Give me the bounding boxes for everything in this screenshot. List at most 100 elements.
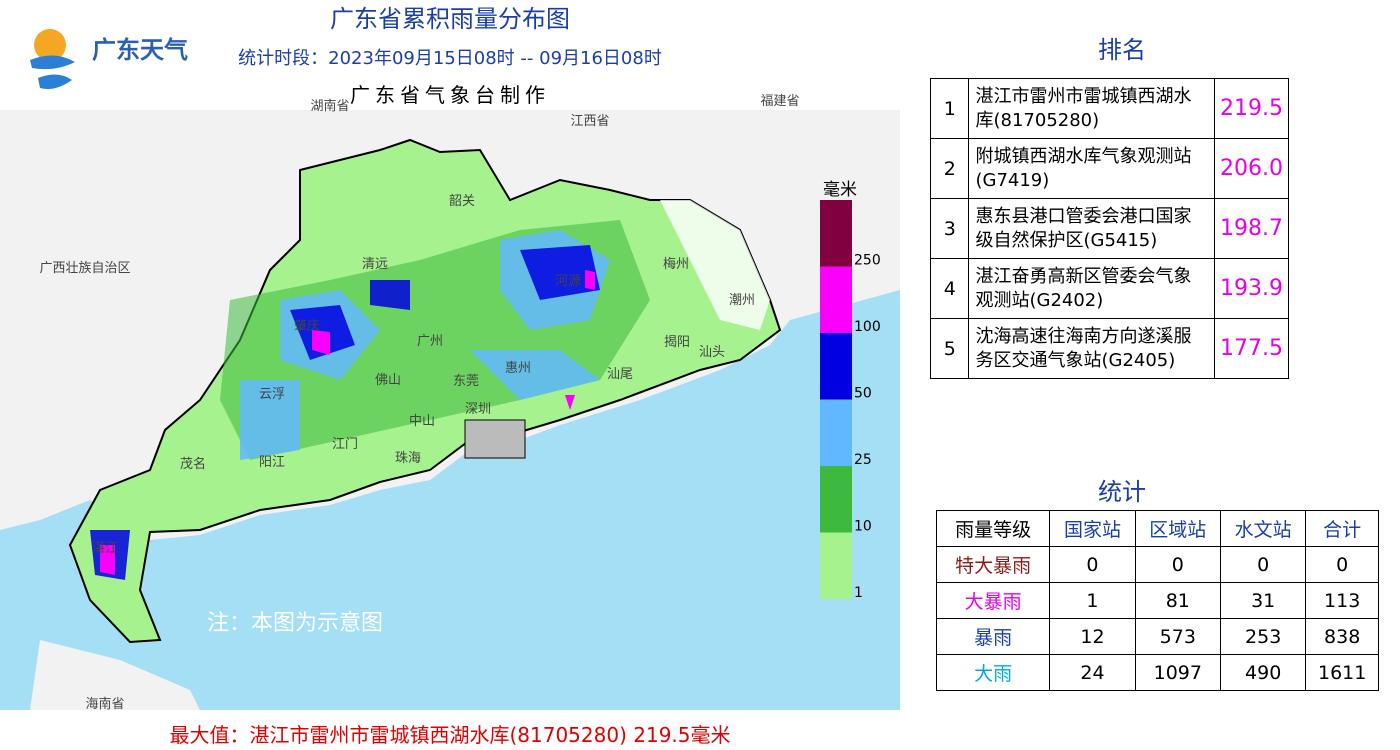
- region-label: 潮州: [729, 293, 755, 308]
- region-label: 海南省: [85, 696, 124, 712]
- footer: 最大值：湛江市雷州市雷城镇西湖水库(81705280) 219.5毫米: [169, 723, 730, 747]
- rank: 1: [929, 78, 970, 139]
- hong-kong: [464, 419, 526, 459]
- count: 0: [1219, 546, 1307, 583]
- legend-label: 25: [854, 452, 872, 468]
- count: 1611: [1305, 654, 1379, 691]
- count: 490: [1219, 654, 1307, 691]
- count: 113: [1305, 582, 1379, 619]
- region-label: 江西省: [570, 114, 609, 129]
- region-label: 广西壮族自治区: [39, 260, 130, 276]
- legend-label: 250: [854, 253, 881, 269]
- legend-swatch: [820, 266, 852, 333]
- region-label: 湛江: [92, 541, 118, 556]
- region-label: 湖南省: [310, 98, 349, 114]
- rank: 5: [929, 318, 970, 379]
- count: 0: [1305, 546, 1379, 583]
- stats-row: 大雨 24 1097 490 1611: [935, 654, 1379, 691]
- title: 广东省累积雨量分布图: [330, 5, 570, 33]
- count: 573: [1134, 618, 1221, 655]
- stats-header: 合计: [1305, 510, 1379, 547]
- count: 81: [1134, 582, 1221, 619]
- stats-table: 雨量等级 国家站 区域站 水文站 合计 特大暴雨 0 0 0 0 大暴雨 1 81 31 113 暴雨 12 57…: [935, 510, 1379, 691]
- rank: 3: [929, 198, 970, 259]
- rain-level: 特大暴雨: [935, 546, 1051, 583]
- rain-level: 暴雨: [935, 618, 1051, 655]
- logo-sun: [34, 29, 66, 61]
- legend-swatch: [820, 200, 852, 267]
- stats-header: 区域站: [1134, 510, 1221, 547]
- region-label: 韶关: [449, 193, 475, 209]
- period: 统计时段：2023年09月15日08时 -- 09月16日08时: [238, 48, 662, 69]
- rain-25: [240, 230, 610, 460]
- logo-wave: [30, 55, 75, 89]
- logo-text: 广东天气: [92, 36, 188, 64]
- value: 206.0: [1213, 138, 1290, 199]
- value: 219.5: [1213, 78, 1290, 139]
- region-label: 佛山: [375, 373, 401, 388]
- region-label: 清远: [362, 257, 388, 272]
- stats-header: 水文站: [1219, 510, 1307, 547]
- ranking-row: 4 湛江奋勇高新区管委会气象观测站(G2402) 193.9: [929, 258, 1290, 319]
- stats-header: 雨量等级: [935, 510, 1051, 547]
- count: 24: [1049, 654, 1136, 691]
- region-label: 江门: [332, 437, 358, 452]
- region-label: 珠海: [395, 451, 421, 466]
- region-label: 深圳: [465, 402, 491, 417]
- region-label: 肇庆: [294, 319, 320, 334]
- legend-unit: 毫米: [823, 180, 857, 200]
- stats-header: 国家站: [1049, 510, 1136, 547]
- producer: 广东省气象台制作: [350, 83, 550, 107]
- legend-swatch: [820, 466, 852, 533]
- region-label: 惠州: [505, 361, 531, 376]
- count: 253: [1219, 618, 1307, 655]
- rain-50: [90, 245, 600, 580]
- stats-row: 暴雨 12 573 253 838: [935, 618, 1379, 655]
- map-note: 注：本图为示意图: [207, 611, 383, 636]
- count: 0: [1049, 546, 1136, 583]
- region-label: 福建省: [760, 94, 799, 109]
- region-label: 梅州: [663, 257, 689, 272]
- region-label: 广州: [417, 334, 443, 349]
- region-label: 汕尾: [607, 367, 633, 382]
- ranking-row: 2 附城镇西湖水库气象观测站(G7419) 206.0: [929, 138, 1290, 199]
- value: 177.5: [1213, 318, 1290, 379]
- region-label: 中山: [409, 414, 435, 429]
- station: 附城镇西湖水库气象观测站(G7419): [968, 138, 1215, 199]
- legend-label: 100: [854, 319, 881, 335]
- count: 1097: [1134, 654, 1221, 691]
- region-label: 茂名: [180, 456, 206, 472]
- count: 12: [1049, 618, 1136, 655]
- region-label: 云浮: [259, 387, 285, 402]
- station: 沈海高速往海南方向遂溪服务区交通气象站(G2405): [968, 318, 1215, 379]
- ranking-row: 3 惠东县港口管委会港口国家级自然保护区(G5415) 198.7: [929, 198, 1290, 259]
- dry-area: [660, 200, 770, 330]
- region-label: 揭阳: [664, 335, 690, 350]
- ranking-row: 1 湛江市雷州市雷城镇西湖水库(81705280) 219.5: [929, 78, 1290, 139]
- station: 惠东县港口管委会港口国家级自然保护区(G5415): [968, 198, 1215, 259]
- ranking-title: 排名: [1098, 36, 1146, 64]
- region-label: 汕头: [699, 345, 725, 360]
- stats-row: 大暴雨 1 81 31 113: [935, 582, 1379, 619]
- count: 0: [1134, 546, 1221, 583]
- station: 湛江奋勇高新区管委会气象观测站(G2402): [968, 258, 1215, 319]
- legend-label: 1: [854, 585, 863, 601]
- ranking-row: 5 沈海高速往海南方向遂溪服务区交通气象站(G2405) 177.5: [929, 318, 1290, 379]
- station: 湛江市雷州市雷城镇西湖水库(81705280): [968, 78, 1215, 139]
- count: 1: [1049, 582, 1136, 619]
- stats-title: 统计: [1098, 478, 1146, 506]
- count: 838: [1305, 618, 1379, 655]
- legend-label: 10: [854, 519, 872, 535]
- legend-swatch: [820, 532, 852, 599]
- count: 31: [1219, 582, 1307, 619]
- region-label: 东莞: [453, 374, 479, 389]
- region-label: 阳江: [259, 455, 285, 470]
- rain-level: 大雨: [935, 654, 1051, 691]
- region-label: 河源: [555, 274, 581, 289]
- rank: 4: [929, 258, 970, 319]
- legend-swatch: [820, 333, 852, 400]
- rain-level: 大暴雨: [935, 582, 1051, 619]
- legend-label: 50: [854, 386, 872, 402]
